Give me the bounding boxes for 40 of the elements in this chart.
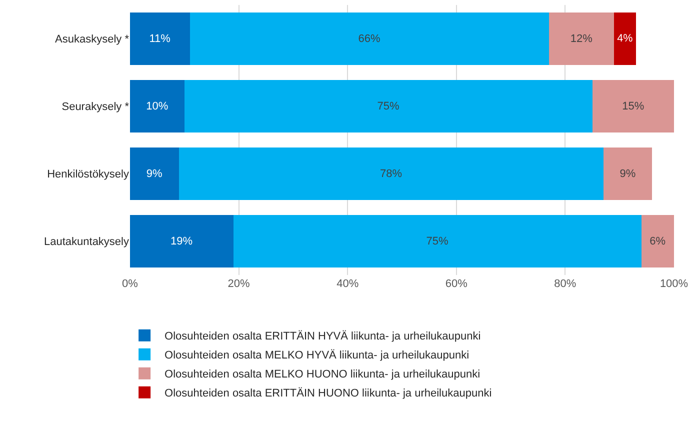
legend-label: Olosuhteiden osalta ERITTÄIN HYVÄ liikunta- ja urheilukaupunki	[164, 330, 481, 343]
x-tick-label: 0%	[122, 278, 138, 290]
data-label: 6%	[650, 235, 666, 248]
data-label: 66%	[358, 32, 380, 45]
x-tick-label: 60%	[445, 278, 468, 290]
data-label: 12%	[570, 32, 593, 45]
bar	[614, 12, 636, 66]
bar	[130, 214, 234, 268]
data-label: 78%	[380, 168, 402, 180]
data-label: 75%	[426, 235, 448, 248]
bar	[178, 147, 604, 200]
y-tick-label: Lautakuntakysely	[44, 236, 130, 248]
legend-label: Olosuhteiden osalta MELKO HYVÄ liikunta- ja urheilukaupunki	[164, 348, 470, 362]
data-label: 9%	[620, 168, 636, 180]
bar	[548, 12, 614, 66]
bar	[233, 214, 642, 268]
bar	[184, 80, 592, 133]
x-tick-label: 40%	[336, 278, 359, 290]
bar	[130, 147, 179, 200]
data-label: 9%	[146, 168, 163, 180]
x-tick-label: 100%	[660, 278, 688, 290]
legend-label: Olosuhteiden osalta ERITTÄIN HUONO liikunta- ja urheilukaupunki	[164, 386, 492, 400]
legend-label: Olosuhteiden osalta MELKO HUONO liikunta- ja urheilukaupunki	[164, 368, 480, 381]
x-tick-label: 80%	[554, 278, 576, 290]
bar	[130, 12, 190, 66]
y-tick-label: Asukaskysely *	[55, 34, 130, 46]
y-tick-label: Henkilöstökysely	[47, 168, 130, 181]
bar	[130, 80, 184, 133]
data-label: 19%	[170, 235, 193, 248]
data-label: 75%	[377, 100, 400, 112]
y-tick-label: Seurakysely *	[62, 101, 130, 114]
data-label: 10%	[146, 100, 168, 112]
bar	[592, 80, 674, 133]
bar	[641, 214, 674, 268]
data-label: 11%	[149, 32, 171, 45]
x-tick-label: 20%	[228, 278, 250, 290]
data-label: 15%	[622, 100, 644, 112]
data-label: 4%	[617, 32, 634, 45]
bar	[603, 147, 652, 200]
bar	[190, 12, 549, 66]
